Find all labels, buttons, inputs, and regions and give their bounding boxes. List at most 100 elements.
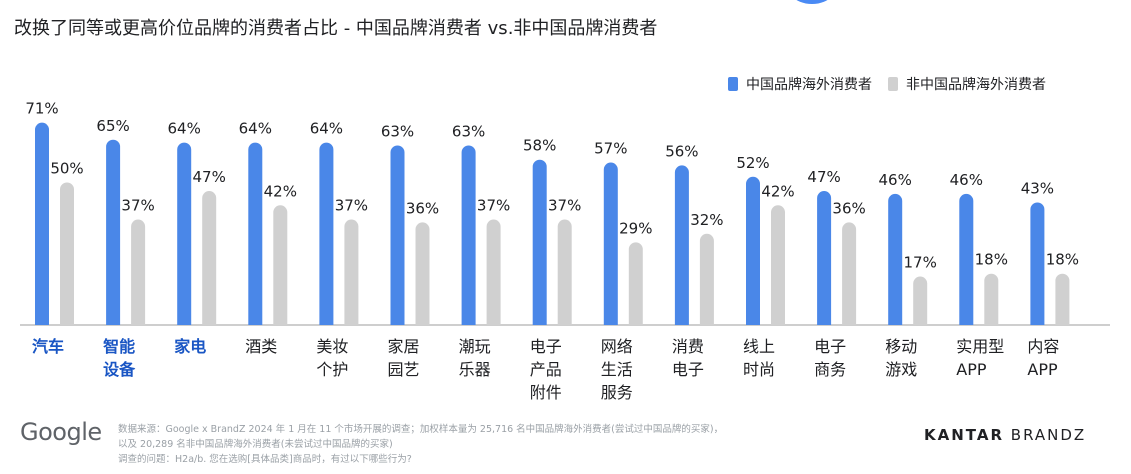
data-label: 50% bbox=[50, 160, 83, 178]
category-label: 家电 bbox=[174, 337, 206, 356]
bar-series1 bbox=[817, 191, 832, 325]
bar-series1 bbox=[390, 145, 405, 325]
category-label: 内容 bbox=[1027, 337, 1059, 356]
category-label: 消费 bbox=[672, 337, 704, 356]
bar-series2 bbox=[344, 219, 359, 325]
legend-swatch-series2 bbox=[888, 77, 898, 91]
bar-series1 bbox=[674, 165, 689, 325]
data-label: 64% bbox=[239, 120, 272, 138]
category-label: 商务 bbox=[814, 360, 846, 379]
data-label: 43% bbox=[1021, 179, 1054, 197]
bar-series1 bbox=[248, 142, 263, 325]
data-label: 56% bbox=[665, 142, 698, 160]
chart-legend: 中国品牌海外消费者 非中国品牌海外消费者 bbox=[728, 74, 1062, 94]
data-label: 37% bbox=[548, 197, 581, 215]
data-label: 37% bbox=[121, 197, 154, 215]
bar-series2 bbox=[202, 191, 217, 325]
data-label: 46% bbox=[950, 171, 983, 189]
category-label: 附件 bbox=[530, 383, 562, 402]
category-label: 电子 bbox=[672, 360, 704, 379]
source-line: 数据来源：Google x BrandZ 2024 年 1 月在 11 个市场开… bbox=[118, 424, 724, 435]
data-label: 42% bbox=[761, 182, 794, 200]
category-label: 线上 bbox=[743, 337, 775, 356]
data-label: 18% bbox=[1046, 251, 1079, 269]
category-label: 服务 bbox=[601, 383, 633, 402]
legend-label-series2: 非中国品牌海外消费者 bbox=[906, 77, 1046, 93]
kantar-brandz-logo: KANTAR BRANDZ bbox=[924, 426, 1086, 444]
category-label: 家居 bbox=[388, 337, 420, 356]
category-label: 乐器 bbox=[459, 360, 491, 379]
bar-series2 bbox=[1055, 273, 1070, 325]
bar-series2 bbox=[60, 182, 74, 325]
legend-item-series1: 中国品牌海外消费者 bbox=[728, 74, 872, 94]
bar-series2 bbox=[486, 219, 501, 325]
bar-series1 bbox=[461, 145, 476, 325]
legend-item-series2: 非中国品牌海外消费者 bbox=[888, 74, 1046, 94]
bar-series1 bbox=[319, 142, 334, 325]
bar-series2 bbox=[984, 273, 999, 325]
category-label: 个护 bbox=[316, 360, 348, 379]
data-label: 18% bbox=[975, 251, 1008, 269]
data-label: 47% bbox=[193, 168, 226, 186]
category-label: APP bbox=[956, 360, 987, 379]
category-label: 园艺 bbox=[388, 360, 420, 379]
category-label: 电子 bbox=[530, 337, 562, 356]
brandz-text: BRANDZ bbox=[1010, 426, 1087, 444]
bar-series1 bbox=[35, 122, 49, 326]
data-label: 71% bbox=[25, 100, 58, 118]
data-label: 42% bbox=[264, 182, 297, 200]
data-label: 46% bbox=[879, 171, 912, 189]
data-label: 58% bbox=[523, 137, 556, 155]
bar-series2 bbox=[131, 219, 146, 325]
data-label: 29% bbox=[619, 219, 652, 237]
bar-series1 bbox=[106, 139, 121, 325]
data-label: 63% bbox=[452, 122, 485, 140]
category-label: 汽车 bbox=[32, 337, 64, 356]
bar-series2 bbox=[771, 205, 785, 325]
bar-series2 bbox=[699, 233, 714, 325]
source-note: 数据来源：Google x BrandZ 2024 年 1 月在 11 个市场开… bbox=[118, 422, 723, 467]
data-label: 63% bbox=[381, 122, 414, 140]
bar-series1 bbox=[959, 193, 974, 325]
source-line: 调查的问题：H2a/b. 您在选购[具体品类]商品时，有过以下哪些行为? bbox=[118, 454, 412, 465]
category-label: 酒类 bbox=[245, 337, 277, 356]
data-label: 64% bbox=[310, 120, 343, 138]
bar-series2 bbox=[628, 242, 643, 325]
bar-series2 bbox=[842, 222, 857, 325]
data-label: 64% bbox=[168, 120, 201, 138]
source-line: 以及 20,289 名非中国品牌海外消费者(未尝试过中国品牌的买家) bbox=[118, 439, 393, 450]
data-label: 37% bbox=[477, 197, 510, 215]
legend-label-series1: 中国品牌海外消费者 bbox=[746, 77, 872, 93]
data-label: 57% bbox=[594, 140, 627, 158]
category-label: 潮玩 bbox=[459, 337, 491, 356]
category-label: 游戏 bbox=[885, 360, 917, 379]
data-label: 17% bbox=[904, 254, 937, 272]
bar-series1 bbox=[532, 159, 547, 325]
bar-series1 bbox=[888, 193, 903, 325]
data-label: 36% bbox=[406, 199, 439, 217]
category-label: 生活 bbox=[601, 360, 633, 379]
category-label: 电子 bbox=[814, 337, 846, 356]
category-label: 移动 bbox=[885, 337, 917, 356]
chart-title: 改换了同等或更高价位品牌的消费者占比 - 中国品牌消费者 vs.非中国品牌消费者 bbox=[14, 18, 658, 39]
data-label: 52% bbox=[736, 154, 769, 172]
data-label: 36% bbox=[832, 199, 865, 217]
category-label: APP bbox=[1027, 360, 1058, 379]
bar-series1 bbox=[1030, 202, 1045, 325]
data-label: 65% bbox=[96, 117, 129, 135]
data-label: 32% bbox=[690, 211, 723, 229]
kantar-text: KANTAR bbox=[924, 426, 1005, 444]
bar-series2 bbox=[913, 276, 928, 325]
category-label: 智能 bbox=[103, 337, 135, 356]
category-label: 产品 bbox=[530, 360, 562, 379]
bar-series2 bbox=[273, 205, 288, 325]
category-label: 时尚 bbox=[743, 360, 775, 379]
category-label: 网络 bbox=[601, 337, 633, 356]
google-logo: Google bbox=[20, 418, 102, 446]
bar-series2 bbox=[557, 219, 572, 325]
decorative-circle bbox=[780, 0, 844, 4]
bar-series1 bbox=[603, 162, 618, 325]
legend-swatch-series1 bbox=[728, 77, 738, 91]
bar-series2 bbox=[415, 222, 430, 325]
